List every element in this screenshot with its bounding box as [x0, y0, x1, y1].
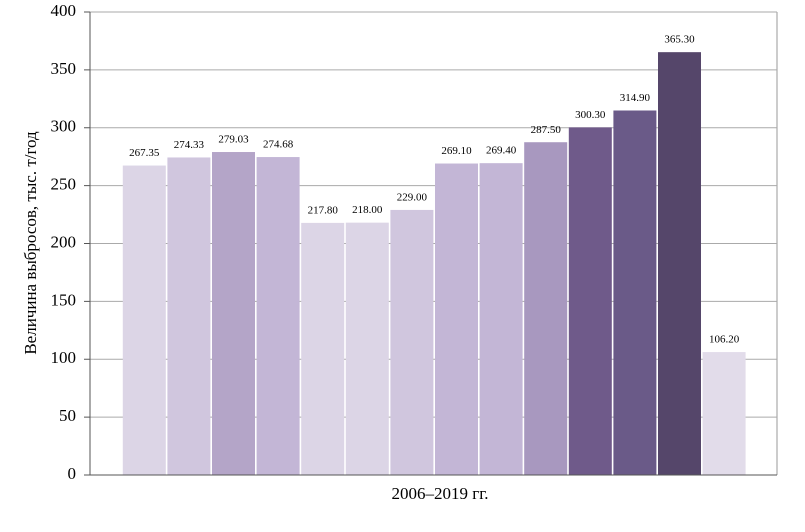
value-label: 274.68 — [263, 139, 294, 151]
bar — [256, 157, 300, 475]
value-label: 106.20 — [709, 334, 740, 346]
y-tick-label: 200 — [51, 232, 77, 251]
value-label: 365.30 — [664, 34, 695, 46]
bar — [479, 163, 523, 475]
bar — [658, 52, 701, 475]
y-tick-label: 250 — [51, 175, 77, 194]
value-label: 274.33 — [174, 139, 205, 151]
bar — [568, 127, 612, 476]
y-axis-label: Величина выбросов, тыс. т/год — [21, 131, 40, 355]
y-tick-label: 150 — [51, 290, 77, 309]
y-tick-label: 0 — [68, 464, 77, 483]
x-axis-label: 2006–2019 гг. — [391, 484, 488, 503]
y-tick-label: 50 — [59, 406, 76, 425]
bar — [524, 142, 568, 475]
bar — [435, 163, 478, 475]
value-label: 300.30 — [575, 109, 606, 121]
value-label: 314.90 — [620, 92, 651, 104]
bar — [212, 152, 255, 476]
bar — [122, 165, 166, 476]
y-tick-label: 100 — [51, 348, 77, 367]
bar — [390, 209, 434, 475]
bar — [345, 222, 389, 475]
bar — [167, 157, 211, 476]
y-tick-label: 350 — [51, 59, 77, 78]
bar — [702, 352, 746, 475]
bar — [613, 110, 657, 476]
bar — [301, 222, 345, 475]
y-tick-label: 300 — [51, 117, 77, 136]
value-label: 269.10 — [441, 145, 472, 157]
y-tick-label: 400 — [51, 1, 77, 20]
value-label: 269.40 — [486, 145, 517, 157]
value-label: 229.00 — [397, 191, 428, 203]
value-label: 287.50 — [531, 124, 562, 136]
value-label: 279.03 — [218, 134, 249, 146]
value-label: 218.00 — [352, 204, 383, 216]
value-label: 217.80 — [308, 204, 339, 216]
value-label: 267.35 — [129, 147, 160, 159]
